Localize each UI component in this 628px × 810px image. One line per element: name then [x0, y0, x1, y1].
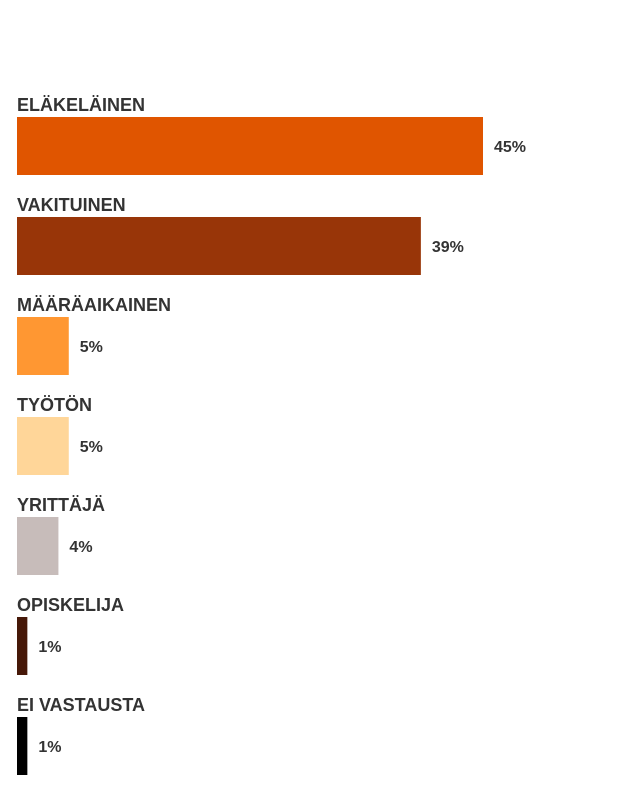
bar-tyoton	[17, 417, 69, 475]
value-label-yrittaja: 4%	[69, 539, 92, 556]
value-label-vakituinen: 39%	[432, 239, 464, 256]
value-label-ei-vastausta: 1%	[38, 739, 61, 756]
category-label-vakituinen: VAKITUINEN	[17, 195, 126, 215]
bar-vakituinen	[17, 217, 421, 275]
category-label-yrittaja: YRITTÄJÄ	[17, 495, 105, 515]
value-label-opiskelija: 1%	[38, 639, 61, 656]
bar-ei-vastausta	[17, 717, 28, 775]
bar-opiskelija	[17, 617, 28, 675]
bar-yrittaja	[17, 517, 59, 575]
value-label-tyoton: 5%	[80, 439, 103, 456]
category-label-elakelainen: ELÄKELÄINEN	[17, 95, 145, 115]
value-label-elakelainen: 45%	[494, 139, 526, 156]
bar-elakelainen	[17, 117, 483, 175]
category-label-opiskelija: OPISKELIJA	[17, 595, 124, 615]
category-label-maaraaikainen: MÄÄRÄAIKAINEN	[17, 295, 171, 315]
bar-maaraaikainen	[17, 317, 69, 375]
category-label-ei-vastausta: EI VASTAUSTA	[17, 695, 145, 715]
category-label-tyoton: TYÖTÖN	[17, 395, 92, 415]
value-label-maaraaikainen: 5%	[80, 339, 103, 356]
